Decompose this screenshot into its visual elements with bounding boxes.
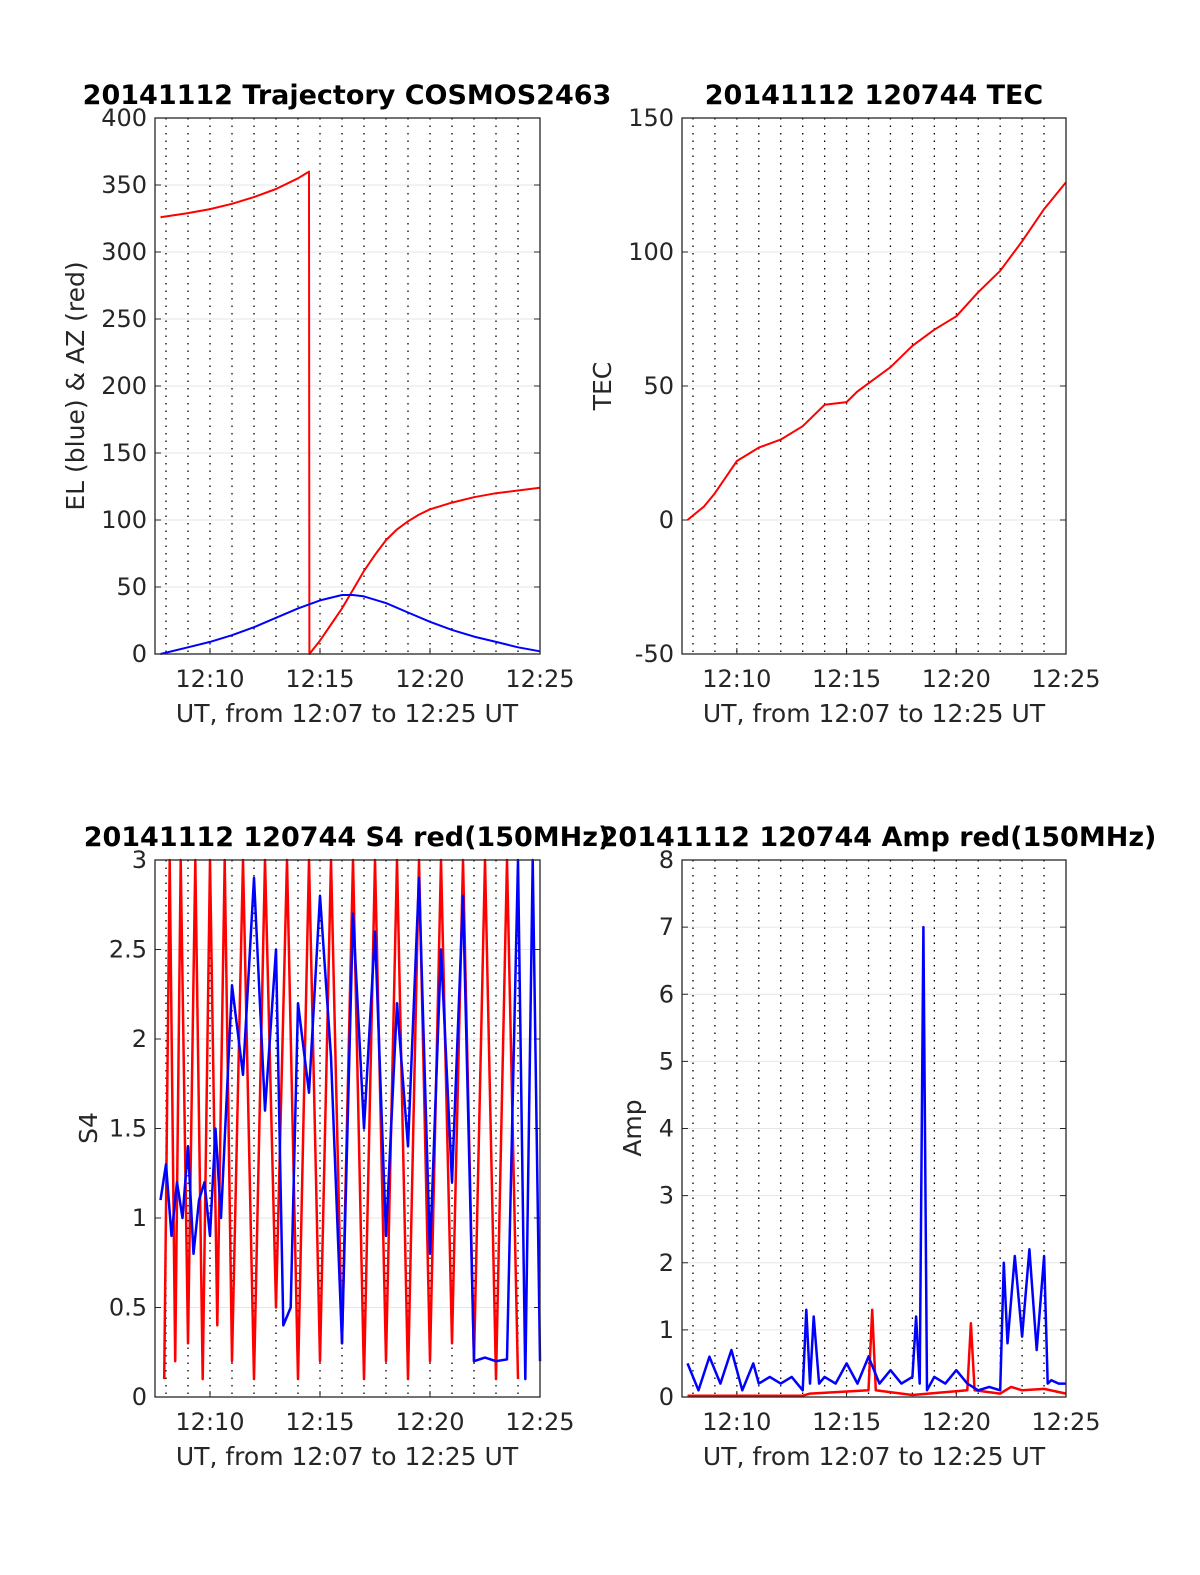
y-tick-label: 0 (659, 1383, 674, 1411)
y-tick-label: 2 (659, 1249, 674, 1277)
x-tick-label: 12:25 (505, 665, 574, 693)
axes-frame (154, 117, 541, 655)
series-line-1 (160, 594, 541, 655)
axes-frame (681, 117, 1067, 655)
x-tick-label: 12:10 (175, 1408, 244, 1436)
y-tick-label: 350 (101, 171, 147, 199)
x-tick-label: 12:10 (702, 665, 771, 693)
amp-xlabel: UT, from 12:07 to 12:25 UT (703, 1442, 1046, 1471)
s4-plot-area: 0 0.5 1 1.5 2 2.5 3 12:10 12:15 12:20 12:25 (109, 846, 575, 1436)
y-tick-label: 4 (659, 1115, 674, 1143)
s4-ylabel: S4 (74, 1112, 103, 1144)
y-tick-label: 3 (132, 846, 147, 874)
series-line-1 (159, 858, 542, 1381)
x-tick-label: 12:20 (922, 665, 991, 693)
y-tick-label: 3 (659, 1182, 674, 1210)
y-tick-label: 300 (101, 238, 147, 266)
series-line-1 (686, 925, 1066, 1392)
y-tick-label: 400 (101, 104, 147, 132)
x-tick-label: 12:25 (1031, 665, 1100, 693)
y-tick-label: 2.5 (109, 936, 147, 964)
y-tick-label: 150 (628, 104, 674, 132)
x-tick-label: 12:15 (285, 1408, 354, 1436)
y-tick-label: 50 (643, 372, 674, 400)
x-tick-label: 12:25 (1031, 1408, 1100, 1436)
y-tick-label: 7 (659, 913, 674, 941)
y-tick-label: 2 (132, 1025, 147, 1053)
amp-ylabel: Amp (618, 1099, 647, 1156)
x-tick-label: 12:15 (812, 1408, 881, 1436)
tec-xlabel: UT, from 12:07 to 12:25 UT (703, 699, 1046, 728)
series-line-0 (687, 1308, 1067, 1397)
trajectory-title: 20141112 Trajectory COSMOS2463 (83, 80, 612, 111)
s4-title: 20141112 120744 S4 red(150MHz) (84, 822, 611, 853)
tec-panel: -50 0 50 100 150 12:10 12:15 12:20 12:25 2014111… (588, 80, 1101, 728)
tec-ylabel: TEC (588, 362, 617, 412)
y-tick-label: 8 (659, 846, 674, 874)
x-tick-label: 12:25 (505, 1408, 574, 1436)
trajectory-xlabel: UT, from 12:07 to 12:25 UT (176, 699, 519, 728)
y-tick-label: 0.5 (109, 1294, 147, 1322)
y-tick-label: 200 (101, 372, 147, 400)
x-tick-label: 12:15 (812, 665, 881, 693)
y-tick-label: 1 (659, 1316, 674, 1344)
y-tick-label: 0 (132, 1383, 147, 1411)
amp-plot-area: 0 1 2 3 4 5 6 7 8 12:10 12:15 12:20 12:25 (659, 846, 1101, 1436)
y-tick-label: 1 (132, 1204, 147, 1232)
x-tick-label: 12:20 (395, 665, 464, 693)
y-tick-label: 0 (132, 640, 147, 668)
amp-title: 20141112 120744 Amp red(150MHz) (600, 822, 1157, 853)
y-tick-label: 50 (116, 573, 147, 601)
axes-frame (154, 859, 541, 1398)
y-tick-label: 100 (101, 506, 147, 534)
y-tick-label: 250 (101, 305, 147, 333)
y-tick-label: 100 (628, 238, 674, 266)
trajectory-plot-area: 0 50 100 150 200 250 300 350 400 12:10 12:15 12:20 1… (101, 104, 574, 693)
amp-panel: 0 1 2 3 4 5 6 7 8 12:10 12:15 12:20 12:25 20141112 1… (600, 822, 1157, 1471)
s4-panel: 0 0.5 1 1.5 2 2.5 3 12:10 12:15 12:20 12:25 201411… (74, 822, 610, 1471)
series-line-0 (160, 170, 541, 655)
y-tick-label: 5 (659, 1047, 674, 1075)
x-tick-label: 12:20 (922, 1408, 991, 1436)
tec-plot-area: -50 0 50 100 150 12:10 12:15 12:20 12:25 (628, 104, 1100, 693)
y-tick-label: -50 (635, 640, 674, 668)
x-tick-label: 12:20 (395, 1408, 464, 1436)
y-tick-label: 6 (659, 980, 674, 1008)
series-line-0 (686, 181, 1067, 521)
y-tick-label: 150 (101, 439, 147, 467)
x-tick-label: 12:10 (175, 665, 244, 693)
s4-xlabel: UT, from 12:07 to 12:25 UT (176, 1442, 519, 1471)
y-tick-label: 1.5 (109, 1115, 147, 1143)
x-tick-label: 12:10 (702, 1408, 771, 1436)
x-tick-label: 12:15 (285, 665, 354, 693)
trajectory-panel: 0 50 100 150 200 250 300 350 400 12:10 12:15 12:20 1… (61, 80, 611, 728)
y-tick-label: 0 (659, 506, 674, 534)
trajectory-ylabel: EL (blue) & AZ (red) (61, 261, 90, 510)
series-line-0 (162, 858, 520, 1381)
tec-title: 20141112 120744 TEC (705, 80, 1044, 111)
axes-frame (681, 859, 1067, 1398)
